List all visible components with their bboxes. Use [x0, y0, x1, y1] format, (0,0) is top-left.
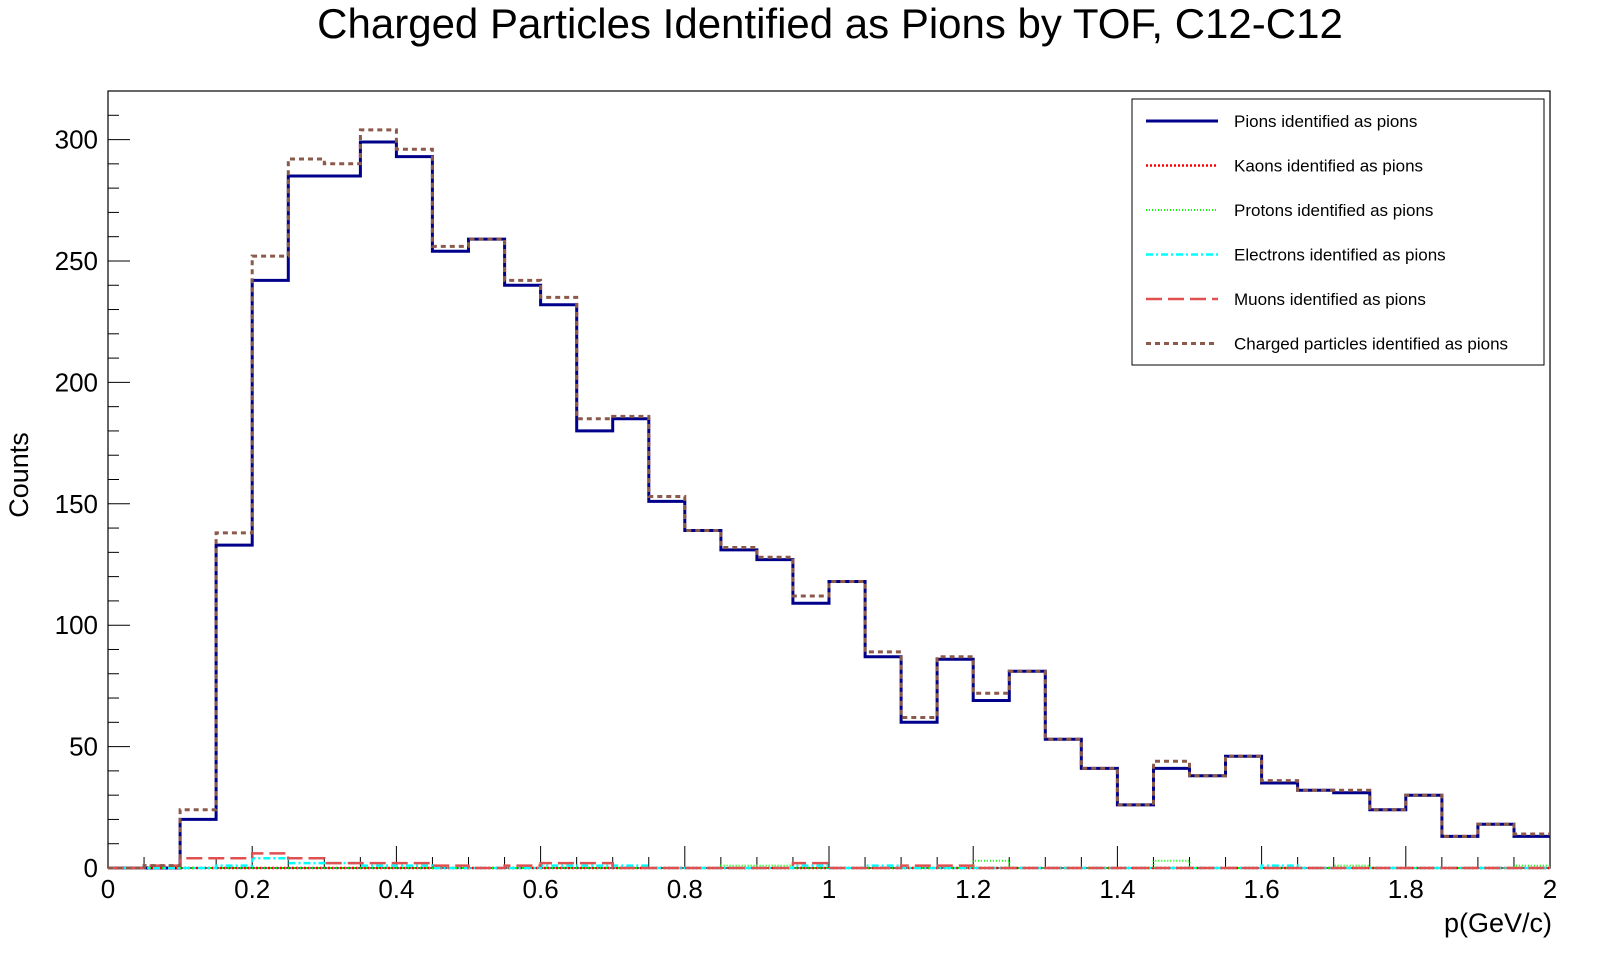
legend-label: Charged particles identified as pions: [1234, 335, 1508, 354]
x-tick-label: 1.6: [1244, 874, 1280, 904]
series-layer: [108, 128, 1550, 870]
x-tick-label: 0.4: [378, 874, 414, 904]
legend-label: Protons identified as pions: [1234, 201, 1433, 220]
chart-title: Charged Particles Identified as Pions by…: [317, 0, 1343, 47]
x-tick-label: 1.4: [1099, 874, 1135, 904]
tick-labels: 0 0.2 0.4 0.6 0.8 1 1.2 1.4 1.6 1.8 2 0 50 100 150 200 2…: [55, 125, 1558, 904]
y-tick-label: 0: [84, 853, 98, 883]
y-tick-label: 250: [55, 246, 98, 276]
y-tick-label: 50: [69, 732, 98, 762]
y-tick-label: 200: [55, 367, 98, 397]
x-tick-label: 1.2: [955, 874, 991, 904]
series-line-4: [108, 857, 1550, 870]
x-tick-label: 0.6: [523, 874, 559, 904]
y-axis-title: Counts: [4, 432, 34, 518]
series-line-6: [108, 128, 1550, 870]
x-tick-label: 0: [101, 874, 115, 904]
legend-label: Electrons identified as pions: [1234, 246, 1446, 265]
y-tick-label: 300: [55, 125, 98, 155]
legend-label: Pions identified as pions: [1234, 112, 1417, 131]
series-line-3: [108, 859, 1550, 869]
x-tick-label: 0.8: [667, 874, 703, 904]
legend: Pions identified as pions Kaons identifie…: [1131, 98, 1545, 366]
x-axis-title: p(GeV/c): [1444, 908, 1552, 938]
y-tick-label: 150: [55, 489, 98, 519]
x-tick-label: 2: [1543, 874, 1557, 904]
x-tick-label: 1: [822, 874, 836, 904]
series-line-5: [108, 852, 1550, 870]
y-tick-label: 100: [55, 610, 98, 640]
legend-box: [1131, 98, 1545, 366]
x-tick-label: 0.2: [234, 874, 270, 904]
x-tick-label: 1.8: [1388, 874, 1424, 904]
legend-label: Kaons identified as pions: [1234, 157, 1423, 176]
legend-label: Muons identified as pions: [1234, 290, 1426, 309]
